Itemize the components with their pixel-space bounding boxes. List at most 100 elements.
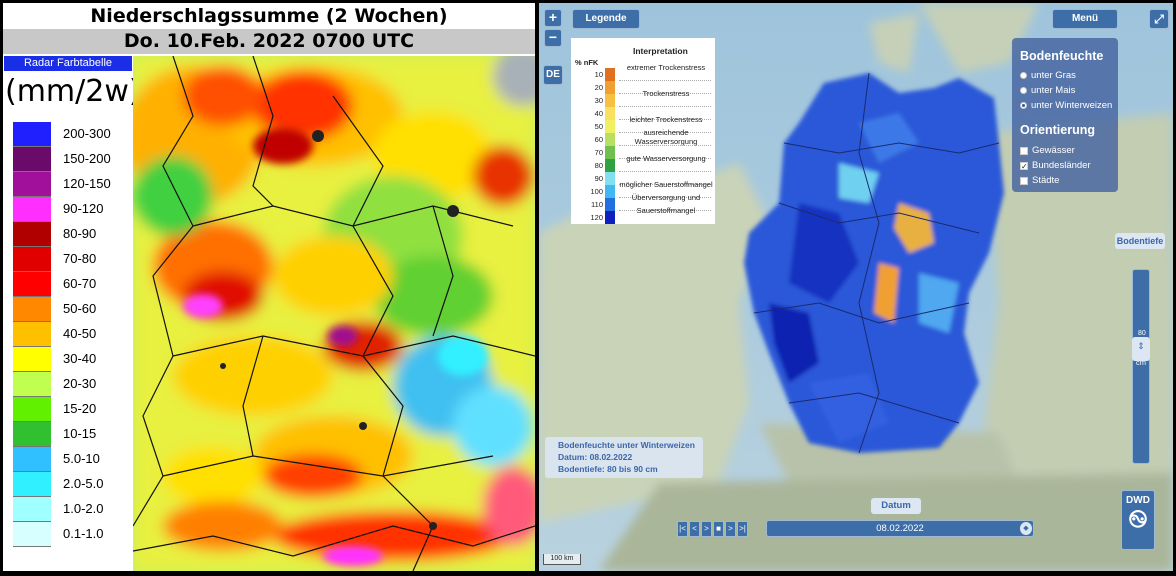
interpretation-swatch [605,120,615,133]
interpretation-text: Sauerstoffmangel [636,206,696,215]
dwd-logo[interactable]: DWD ࿊ [1121,490,1155,550]
precip-scale-label: 15-20 [63,401,97,416]
precip-scale-row: 15-20 [13,397,131,422]
precip-scale-row: 60-70 [13,272,131,297]
orientation-label: Städte [1032,175,1060,186]
precip-scale-swatch [13,322,51,347]
interpretation-row: 60 ausreichende Wasserversorgung [571,128,715,146]
interpretation-value: 80 [594,161,603,170]
precip-title: Niederschlagssumme (2 Wochen) [3,3,535,29]
interpretation-swatch [605,172,615,185]
soil-depth-slider[interactable] [1132,269,1150,464]
precip-scale-swatch [13,222,51,247]
interpretation-value: 30 [594,96,603,105]
precip-scale-row: 30-40 [13,347,131,372]
precip-scale-label: 120-150 [63,176,111,191]
precip-scale-row: 150-200 [13,147,131,172]
interpretation-row: 20 [571,81,715,94]
orientation-checkbox[interactable]: ✓ Bundesländer [1020,160,1091,171]
info-layer: Bodenfeuchte unter Winterweizen [558,440,695,450]
precip-scale-row: 10-15 [13,422,131,447]
soil-type-radio[interactable]: unter Gras [1020,70,1076,81]
interpretation-value: 90 [594,174,603,183]
interpretation-divider [619,119,711,120]
precip-scale: 200-300 150-200 120-150 90-120 80-90 70-80 60-… [13,122,131,547]
precip-scale-row: 50-60 [13,297,131,322]
time-nav-button[interactable]: > [725,521,736,537]
interpretation-swatch [605,107,615,120]
precip-scale-row: 80-90 [13,222,131,247]
zoom-in-button[interactable]: + [544,9,562,27]
radio-icon[interactable] [1020,102,1027,109]
precip-scale-label: 150-200 [63,151,111,166]
checkbox-icon[interactable] [1020,176,1028,185]
precip-scale-label: 200-300 [63,126,111,141]
precip-scale-swatch [13,522,51,547]
precip-scale-swatch [13,447,51,472]
soil-type-label: unter Mais [1031,85,1076,96]
precip-scale-swatch [13,397,51,422]
soil-depth-handle[interactable]: ⇕ [1132,337,1150,361]
soil-type-radio[interactable]: unter Mais [1020,85,1075,96]
time-nav-button[interactable]: < [689,521,700,537]
expand-icon[interactable]: ⤢ [1149,9,1169,29]
precip-scale-swatch [13,147,51,172]
precip-scale-label: 0.1-1.0 [63,526,104,541]
precip-scale-label: 40-50 [63,326,97,341]
orientation-checkbox[interactable]: Gewässer [1020,145,1075,156]
precip-scale-label: 70-80 [63,251,97,266]
soil-moisture-heading: Bodenfeuchte [1020,49,1104,63]
soil-type-radio[interactable]: unter Winterweizen [1020,100,1112,111]
language-button[interactable]: DE [543,65,563,85]
interpretation-swatch [605,94,615,107]
precip-scale-swatch [13,297,51,322]
interpretation-row: 50 leichter Trockenstress [571,115,715,133]
precip-scale-label: 1.0-2.0 [63,501,104,516]
precip-scale-swatch [13,247,51,272]
interpretation-swatch [605,68,615,81]
radio-icon[interactable] [1020,72,1027,79]
legend-title: Interpretation [633,46,688,56]
info-depth: Bodentiefe: 80 bis 90 cm [558,464,658,474]
checkbox-icon[interactable] [1020,146,1028,155]
interpretation-value: 20 [594,83,603,92]
spiral-icon: ࿊ [1128,506,1148,533]
checkbox-icon[interactable]: ✓ [1020,161,1028,171]
interpretation-value: 60 [594,135,603,144]
precip-scale-label: 30-40 [63,351,97,366]
legend-button[interactable]: Legende [572,9,640,29]
menu-button[interactable]: Menü [1052,9,1118,29]
precip-unit: (mm/2w) [5,74,141,109]
time-slider-handle[interactable]: ◆ [1020,522,1032,535]
interpretation-text: Überversorgung und [631,193,701,202]
time-nav-button[interactable]: |< [677,521,688,537]
interpretation-divider [619,145,711,146]
interpretation-divider [619,184,711,185]
time-nav-button[interactable]: >| [737,521,748,537]
precipitation-map [133,56,535,571]
precip-timestamp: Do. 10.Feb. 2022 0700 UTC [3,29,535,54]
time-nav-button[interactable]: ■ [713,521,724,537]
precip-scale-label: 10-15 [63,426,97,441]
interpretation-divider [619,132,711,133]
interpretation-legend: Interpretation % nFK 10 extremer Trockens… [571,38,715,224]
layer-control-panel: Bodenfeuchte unter Gras unter Mais unter W… [1012,38,1118,192]
precip-scale-swatch [13,422,51,447]
legend-unit: % nFK [575,58,599,67]
precip-scale-swatch [13,497,51,522]
zoom-out-button[interactable]: − [544,29,562,47]
interpretation-divider [619,197,711,198]
precip-scale-swatch [13,372,51,397]
radio-icon[interactable] [1020,87,1027,94]
time-nav-button[interactable]: > [701,521,712,537]
time-slider[interactable]: 08.02.2022 [766,520,1034,537]
interpretation-text: ausreichende Wasserversorgung [634,128,698,146]
precip-scale-row: 70-80 [13,247,131,272]
interpretation-value: 40 [594,109,603,118]
interpretation-divider [619,80,711,81]
precip-scale-swatch [13,122,51,147]
soil-depth-label: Bodentiefe [1115,233,1165,249]
precip-scale-label: 90-120 [63,201,104,216]
precip-scale-swatch [13,197,51,222]
orientation-checkbox[interactable]: Städte [1020,175,1059,186]
